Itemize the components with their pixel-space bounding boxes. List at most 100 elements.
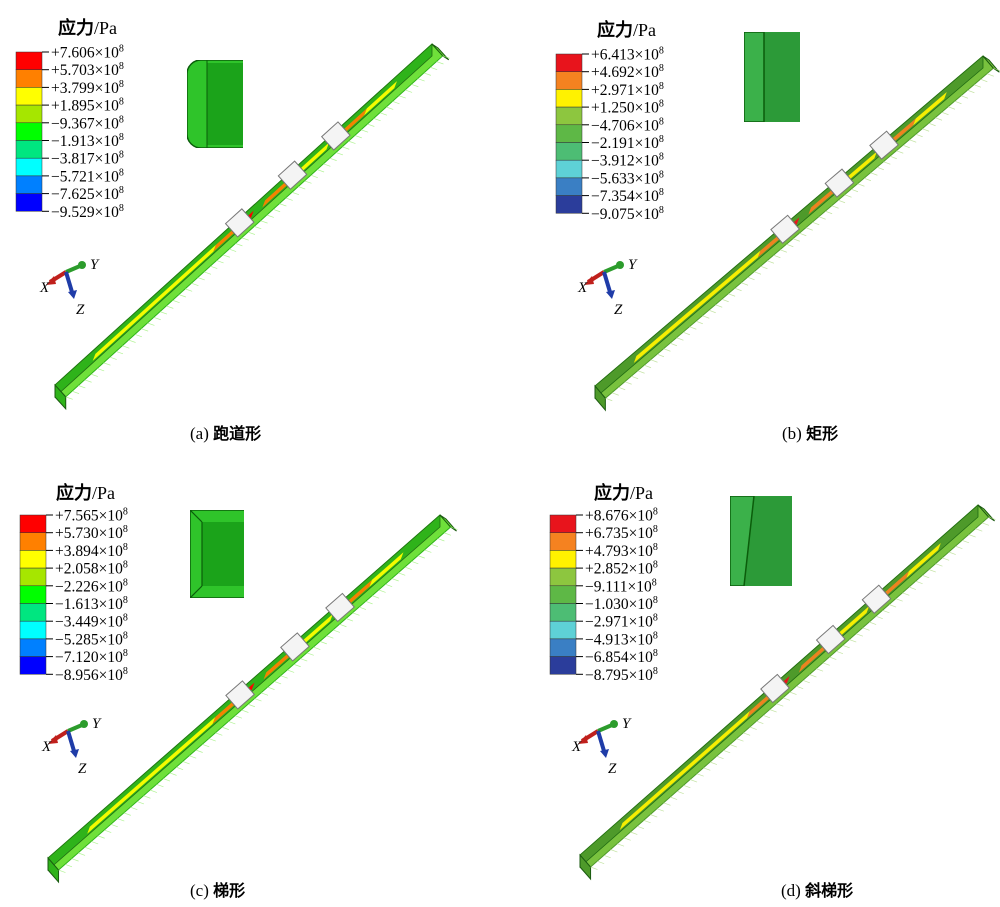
legend-value: +2.971×108	[591, 81, 664, 99]
legend-value: −1.613×108	[55, 595, 128, 613]
panel-c: 应力/Pa +7.565×108 +5.730×108 +3.894×108 +2.05…	[0, 453, 500, 906]
mounting-clamp	[760, 673, 790, 704]
legend-exponent: 8	[119, 150, 124, 161]
legend-times-ten: ×10	[629, 667, 653, 684]
legend-times-ten: ×10	[99, 631, 123, 648]
panel-caption: (b) 矩形	[782, 420, 838, 444]
z-axis-arrow	[602, 271, 612, 293]
stress-label: 应力/Pa	[58, 14, 117, 40]
legend-exponent: 8	[659, 152, 664, 163]
z-axis-arrowhead	[600, 749, 609, 758]
panel-caption: (c) 梯形	[190, 877, 245, 901]
legend-swatch	[15, 87, 43, 106]
legend-times-ten: ×10	[635, 206, 659, 223]
cross-section-inset	[190, 510, 244, 598]
legend-times-ten: ×10	[635, 100, 659, 117]
legend-times-ten: ×10	[95, 62, 119, 79]
legend-times-ten: ×10	[95, 168, 119, 185]
beam-end-cap	[47, 856, 60, 884]
legend-value: +4.793×108	[585, 542, 658, 560]
legend-value-number: −2.971	[585, 614, 629, 631]
mounting-clamp	[277, 160, 308, 190]
cross-section-shape	[744, 32, 800, 122]
legend-times-ten: ×10	[95, 204, 119, 221]
legend-times-ten: ×10	[95, 186, 119, 203]
legend-exponent: 8	[653, 524, 658, 535]
legend-exponent: 8	[119, 79, 124, 90]
legend-swatch	[19, 550, 47, 569]
legend-exponent: 8	[659, 116, 664, 127]
legend-swatch	[549, 550, 577, 569]
legend-exponent: 8	[123, 613, 128, 624]
legend-value: −8.795×108	[585, 666, 658, 684]
y-axis-label: Y	[628, 257, 638, 273]
legend-value-number: +8.676	[585, 508, 629, 525]
x-axis-arrowhead	[584, 276, 594, 285]
legend-value: −8.956×108	[55, 666, 128, 684]
panel-a: 应力/Pa +7.606×108 +5.703×108 +3.799×108 +1.89…	[0, 0, 500, 453]
section-inner	[764, 32, 800, 122]
legend-swatch	[549, 567, 577, 587]
stress-label-text: 应力	[597, 20, 633, 41]
legend-exponent: 8	[123, 542, 128, 553]
legend-times-ten: ×10	[99, 649, 123, 666]
legend-times-ten: ×10	[95, 98, 119, 115]
legend-times-ten: ×10	[629, 614, 653, 631]
legend-times-ten: ×10	[635, 170, 659, 187]
legend-times-ten: ×10	[95, 45, 119, 62]
legend-value: −7.120×108	[55, 648, 128, 666]
z-axis-arrow	[64, 271, 74, 293]
legend-value: +6.735×108	[585, 524, 658, 542]
legend-value: +5.730×108	[55, 524, 128, 542]
legend-times-ten: ×10	[627, 578, 651, 595]
legend-swatch	[19, 585, 47, 604]
z-axis-label: Z	[608, 761, 617, 777]
legend-value-number: −9.111	[585, 578, 627, 595]
beam-end-cap	[594, 384, 606, 412]
stress-unit: /Pa	[630, 483, 654, 503]
stress-legend: +8.676×108+6.735×108+4.793×108+2.852×108…	[549, 507, 658, 684]
legend-exponent: 8	[659, 187, 664, 198]
legend-exponent: 8	[659, 99, 664, 110]
stress-legend: +7.606×108+5.703×108+3.799×108+1.895×108…	[15, 44, 124, 221]
stress-band	[87, 716, 216, 834]
mounting-clamp	[280, 632, 310, 662]
legend-value-number: −1.613	[55, 596, 99, 613]
stress-band	[619, 711, 750, 830]
y-axis-arrow	[65, 264, 81, 274]
z-axis-arrowhead	[68, 290, 77, 299]
section-inner	[207, 63, 243, 145]
legend-swatch	[555, 71, 583, 90]
legend-value-number: −4.913	[585, 631, 629, 648]
legend-exponent: 8	[123, 524, 128, 535]
beam-end-cap	[439, 514, 457, 532]
legend-value: −1.030×108	[585, 595, 658, 613]
legend-swatch	[15, 69, 43, 88]
stress-legend: +6.413×108+4.692×108+2.971×108+1.250×108…	[555, 46, 664, 223]
mounting-clamp	[869, 130, 899, 160]
legend-value: −3.817×108	[51, 150, 124, 168]
legend-swatch	[19, 638, 47, 657]
legend-swatch	[549, 532, 577, 551]
legend-times-ten: ×10	[635, 188, 659, 205]
legend-value-number: −5.633	[591, 170, 635, 187]
legend-exponent: 8	[123, 630, 128, 641]
cross-section-shape	[730, 496, 792, 586]
mesh-hatching	[590, 516, 996, 870]
caption-name: 矩形	[806, 424, 839, 443]
axis-triad: X Y Z	[571, 716, 632, 777]
legend-times-ten: ×10	[635, 153, 659, 170]
x-axis-arrowhead	[578, 735, 588, 744]
legend-times-ten: ×10	[95, 133, 119, 150]
legend-value-number: −9.367	[51, 115, 95, 132]
legend-swatch	[19, 514, 47, 533]
legend-value: −4.706×108	[591, 116, 664, 134]
legend-value-number: +3.894	[55, 543, 99, 560]
legend-times-ten: ×10	[629, 631, 653, 648]
legend-times-ten: ×10	[629, 596, 653, 613]
x-axis-arrowhead	[46, 276, 56, 285]
legend-value: −1.913×108	[51, 132, 124, 150]
legend-value: −9.111×108	[585, 577, 657, 595]
legend-exponent: 8	[659, 46, 664, 57]
cross-section-shape	[187, 60, 243, 148]
